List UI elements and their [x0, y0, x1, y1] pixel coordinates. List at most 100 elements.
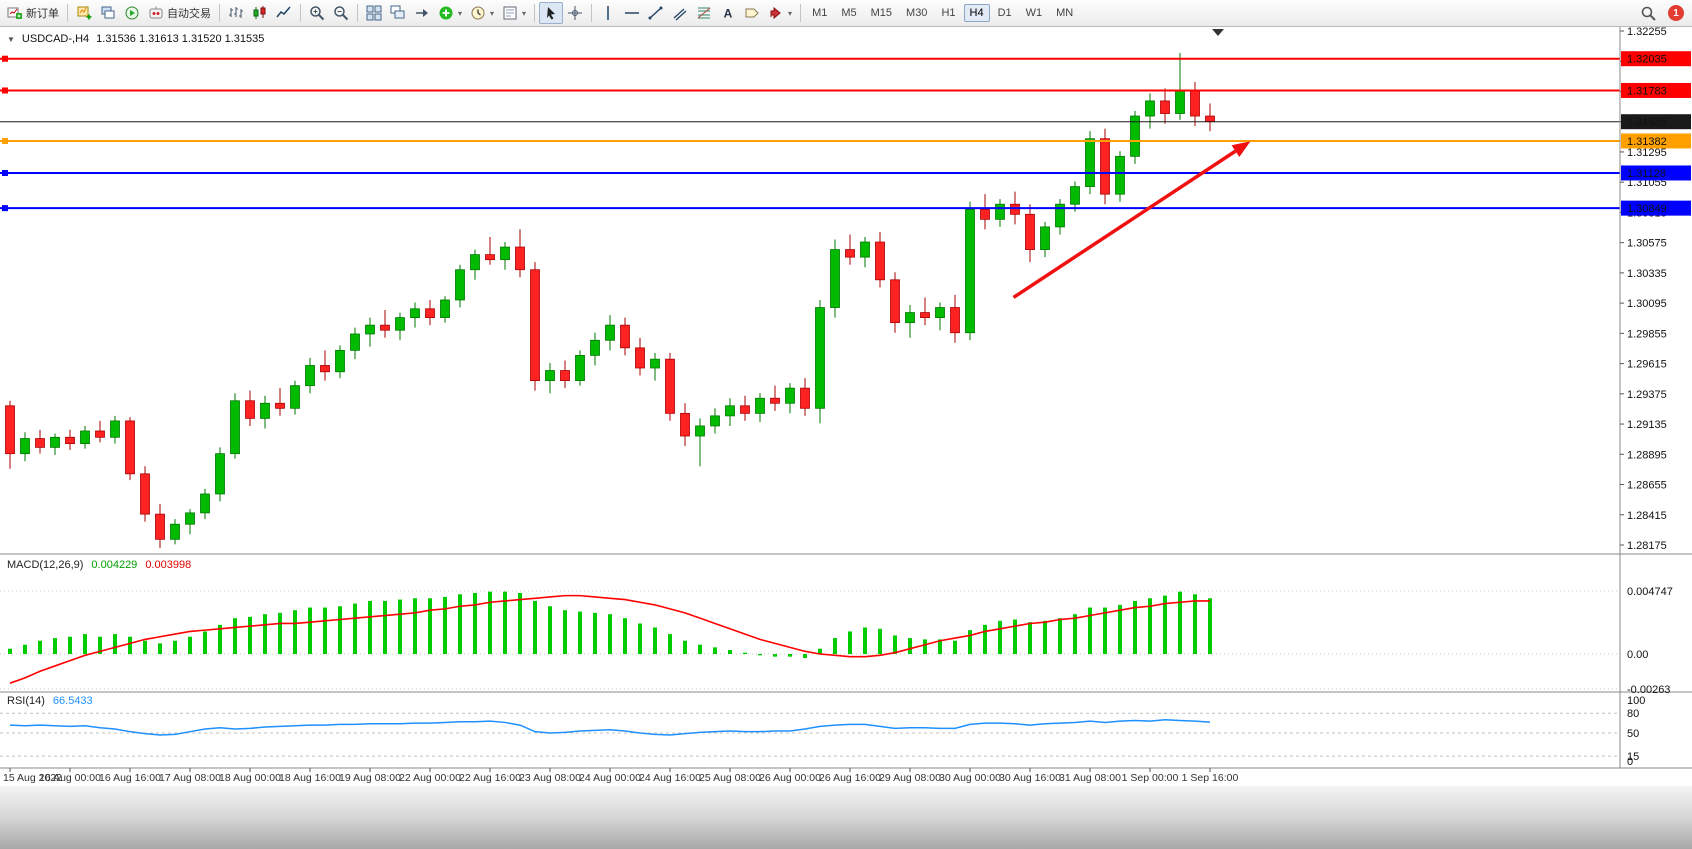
toolbar-separator [357, 4, 358, 22]
candle-up [260, 402, 270, 419]
candle-up [605, 324, 615, 341]
auto-arrange-button[interactable] [386, 2, 410, 24]
macd-bar [548, 606, 552, 654]
resistance-1-handle[interactable] [2, 55, 8, 62]
search-button[interactable] [1636, 2, 1660, 24]
macd-bar [638, 623, 642, 654]
vertical-line-tool-icon [600, 5, 616, 21]
zoom-out-icon [333, 5, 349, 21]
new-chart-button[interactable] [72, 2, 96, 24]
channel-tool-icon [672, 5, 688, 21]
support-2-handle[interactable] [2, 205, 8, 212]
bar-chart-button[interactable] [224, 2, 248, 24]
timeframe-d1-button[interactable]: D1 [992, 4, 1018, 22]
candlestick-chart-icon [252, 5, 268, 21]
price-axis-label: 1.28895 [1627, 449, 1667, 461]
new-order-button[interactable]: 新订单 [3, 2, 63, 24]
macd-bar [578, 611, 582, 654]
price-axis-label: 1.28175 [1627, 540, 1667, 552]
macd-bar [278, 612, 282, 654]
zoom-in-button[interactable] [305, 2, 329, 24]
dropdown-caret-icon: ▾ [788, 8, 793, 18]
chart-shift-marker[interactable] [1212, 29, 1224, 36]
text-tool-button[interactable]: A [716, 2, 740, 24]
candle-down [845, 249, 855, 258]
label-tool-button[interactable] [740, 2, 764, 24]
candle-down [680, 412, 690, 437]
cursor-tool-button[interactable] [539, 2, 564, 24]
timeframe-h1-button[interactable]: H1 [935, 4, 961, 22]
timeframe-m5-button[interactable]: M5 [835, 4, 862, 22]
macd-bar [623, 618, 627, 654]
timeframe-h4-button[interactable]: H4 [963, 4, 990, 22]
macd-bar [833, 638, 837, 654]
macd-bar [1178, 591, 1182, 654]
strategy-tester-button[interactable] [120, 2, 144, 24]
pivot-handle[interactable] [2, 137, 8, 144]
zoom-out-button[interactable] [329, 2, 353, 24]
tile-windows-button[interactable] [362, 2, 386, 24]
trend-arrow-head[interactable] [1231, 141, 1251, 157]
trend-arrow-shaft[interactable] [1012, 149, 1237, 299]
toolbar-separator [591, 4, 593, 22]
line-chart-icon [276, 5, 292, 21]
candle-down [665, 358, 675, 414]
arrows-tool-icon [768, 5, 784, 21]
arrows-tool-button[interactable]: ▾ [764, 2, 796, 24]
macd-bar [848, 631, 852, 654]
channel-tool-button[interactable] [668, 2, 692, 24]
candle-down [1010, 203, 1020, 215]
dropdown-caret-icon: ▾ [458, 8, 463, 18]
auto-arrange-icon [390, 5, 406, 21]
horizontal-line-tool-button[interactable] [620, 2, 644, 24]
macd-bar [698, 644, 702, 654]
indicators-button[interactable]: ▾ [434, 2, 466, 24]
chart-canvas[interactable]: 1.322551.320151.317751.315351.312951.310… [0, 27, 1692, 786]
macd-bar [173, 640, 177, 654]
profiles-button[interactable] [96, 2, 120, 24]
timeframe-m1-button[interactable]: M1 [806, 4, 833, 22]
resistance-2-handle[interactable] [2, 87, 8, 94]
date-label: 16 Aug 00:00 [39, 772, 101, 784]
timeframe-m30-button[interactable]: M30 [900, 4, 933, 22]
crosshair-tool-button[interactable] [563, 2, 587, 24]
candle-up [860, 241, 870, 258]
axes-layer: 1.322551.320151.317751.315351.312951.310… [0, 27, 1692, 784]
vertical-line-tool-button[interactable] [596, 2, 620, 24]
chart-shift-button[interactable] [410, 2, 434, 24]
price-axis-label: 1.30335 [1627, 268, 1667, 280]
candle-down [125, 420, 135, 475]
candle-down [1160, 100, 1170, 114]
price-axis-label: 1.29135 [1627, 419, 1667, 431]
trendline-tool-button[interactable] [644, 2, 668, 24]
periods-button[interactable]: ▾ [466, 2, 498, 24]
fibonacci-tool-button[interactable] [692, 2, 716, 24]
macd-bar [428, 598, 432, 654]
timeframe-w1-button[interactable]: W1 [1020, 4, 1049, 22]
macd-bar [203, 631, 207, 654]
candle-down [245, 400, 255, 419]
macd-bar [218, 624, 222, 654]
price-axis-label: 1.28655 [1627, 480, 1667, 492]
candle-up [230, 400, 240, 455]
candle-down [65, 436, 75, 444]
strategy-tester-icon [124, 5, 140, 21]
candle-up [335, 349, 345, 373]
macd-axis-label: 0.00 [1627, 649, 1648, 661]
line-chart-button[interactable] [272, 2, 296, 24]
autotrading-button[interactable]: 自动交易 [144, 2, 215, 24]
levels-layer [0, 55, 1620, 299]
support-1-handle[interactable] [2, 169, 8, 176]
candlestick-chart-button[interactable] [248, 2, 272, 24]
autotrading-icon [148, 5, 164, 21]
timeframe-m15-button[interactable]: M15 [865, 4, 898, 22]
macd-bar [233, 618, 237, 654]
macd-bar [593, 612, 597, 654]
notification-badge[interactable]: 1 [1668, 5, 1684, 21]
candle-up [350, 333, 360, 351]
templates-button[interactable]: ▾ [498, 2, 530, 24]
candle-up [725, 405, 735, 417]
timeframe-mn-button[interactable]: MN [1050, 4, 1079, 22]
candle-down [980, 208, 990, 220]
candle-up [200, 493, 210, 514]
